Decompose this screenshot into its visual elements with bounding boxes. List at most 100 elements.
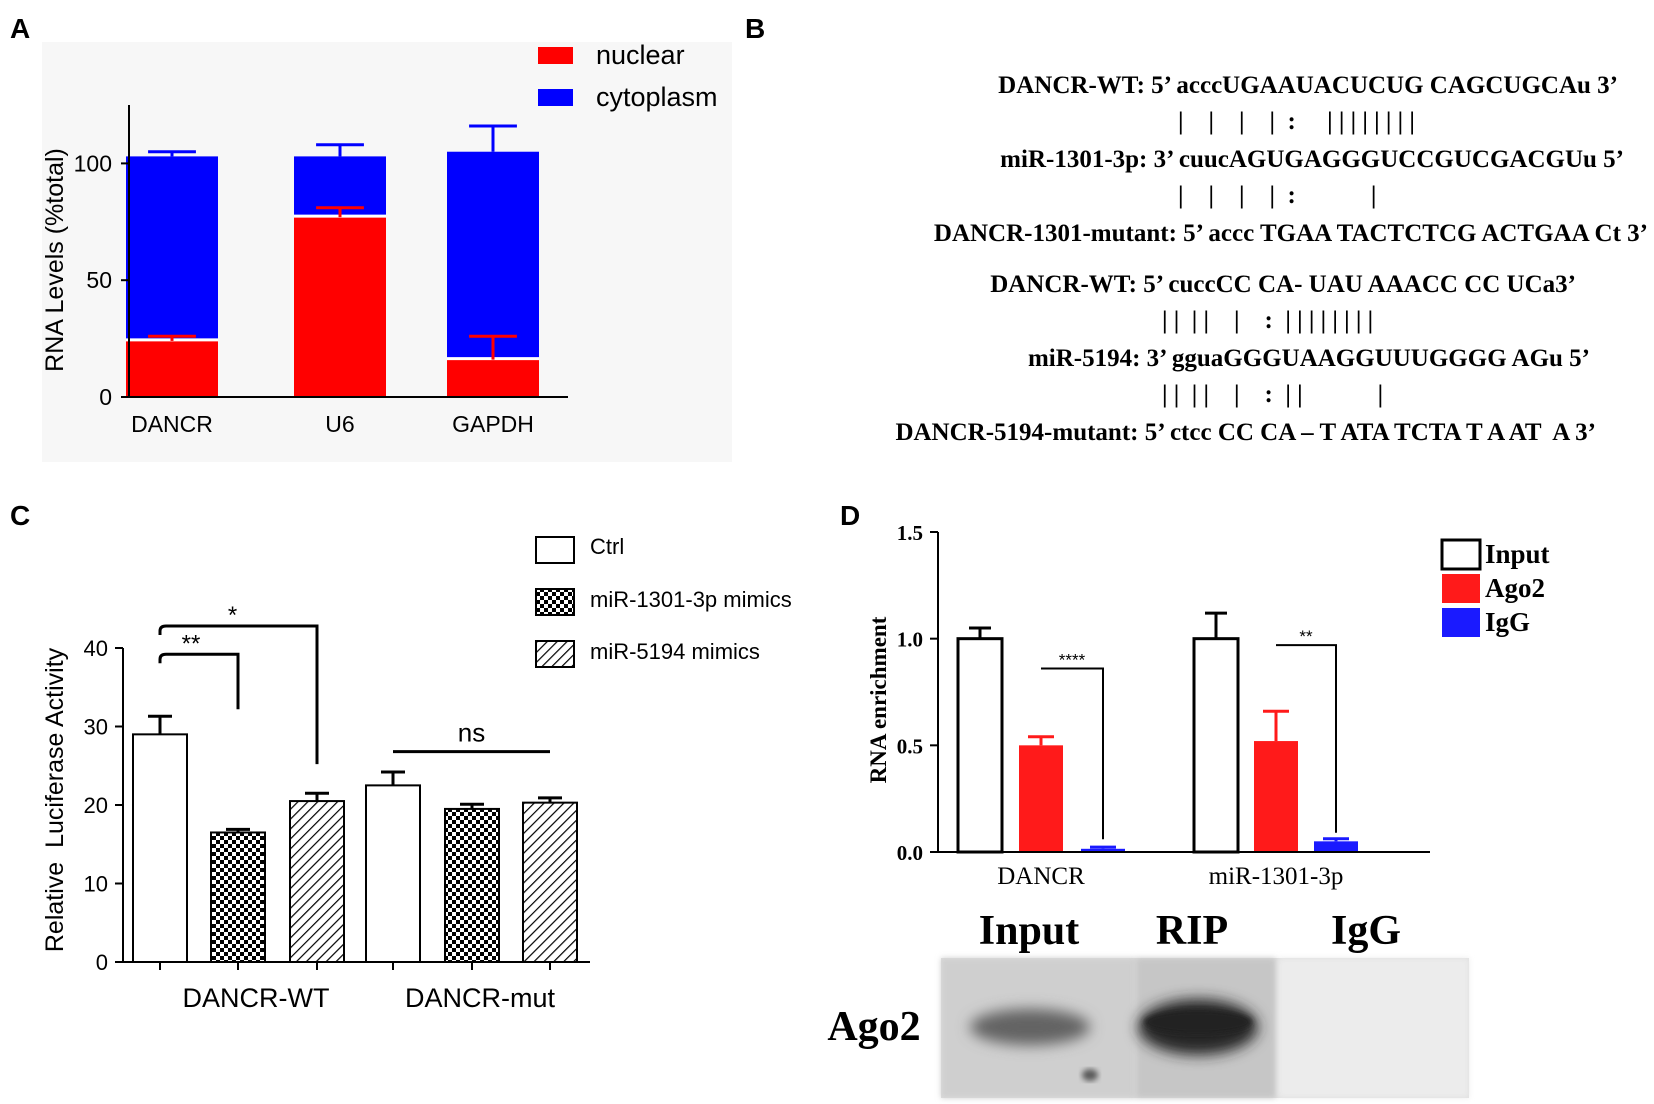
y-tick-label-1.5: 1.5 bbox=[897, 521, 923, 545]
panel-c-y-ticks: 0 10 20 30 40 bbox=[84, 636, 123, 975]
blot-bands bbox=[970, 999, 1258, 1055]
panel-a-legend-swatch-cytoplasm bbox=[538, 89, 573, 106]
bar-input-mir1301 bbox=[1192, 637, 1240, 854]
bar-nuclear-gapdh bbox=[447, 359, 539, 397]
panel-d-legend-label-input: Input bbox=[1485, 539, 1550, 569]
sig-label-1: ** bbox=[1299, 627, 1313, 646]
sig-label-0: ** bbox=[182, 630, 201, 657]
panel-a-x-label-gapdh: GAPDH bbox=[452, 411, 534, 437]
y-tick-label-50: 50 bbox=[86, 267, 112, 293]
panel-c-chart: 0 10 20 30 40 DANCR-WT DANCR-mut Relative Lu… bbox=[41, 534, 792, 1013]
panel-a-legend-swatch-nuclear bbox=[538, 47, 573, 64]
blot-band-core-1 bbox=[1144, 1010, 1252, 1034]
panel-c-group-label-mut: DANCR-mut bbox=[405, 983, 556, 1013]
panel-d-group-label-dancr: DANCR bbox=[997, 863, 1085, 890]
sig-bracket-1 bbox=[1276, 644, 1337, 833]
panel-c-bars bbox=[132, 714, 578, 964]
panel-c-legend-swatch-mir1301 bbox=[535, 588, 575, 616]
bar-mir5194-wt bbox=[289, 800, 345, 964]
sig-label-ns: ns bbox=[458, 718, 485, 748]
bar-cytoplasm-dancr bbox=[126, 156, 218, 341]
panel-c-x-ticks bbox=[159, 962, 551, 970]
bar-ctrl-mut bbox=[365, 784, 421, 963]
bar-igg-mir1301 bbox=[1314, 841, 1358, 852]
sig-label-1: * bbox=[228, 602, 237, 629]
bar-input-dancr bbox=[956, 637, 1004, 854]
seq-dancr-wt-1301: DANCR-WT: 5’ acccUGAAUACUCUG CAGCUGCAu 3… bbox=[998, 72, 1618, 99]
panel-a-chart: 0 50 100 DANCR U6 GAPDH RNA Levels (%total… bbox=[41, 40, 732, 462]
bar-nuclear-u6 bbox=[294, 217, 386, 397]
panel-d-bars bbox=[956, 611, 1358, 854]
bar-ctrl-wt bbox=[132, 733, 188, 963]
panel-label-d: D bbox=[840, 500, 860, 531]
panel-c-legend-label-mir5194: miR-5194 mimics bbox=[590, 639, 760, 664]
sig-bracket-0 bbox=[1041, 667, 1104, 840]
y-tick-label-100: 100 bbox=[74, 150, 112, 176]
blot-speck bbox=[1082, 1069, 1098, 1081]
panel-d-y-axis-title: RNA enrichment bbox=[866, 616, 891, 783]
seq-mir-1301-3p: miR-1301-3p: 3’ cuucAGUGAGGGUCCGUCGACGUu… bbox=[1000, 146, 1624, 173]
panel-c-significance: ***ns bbox=[158, 602, 550, 765]
panel-d-significance: ****** bbox=[1041, 627, 1337, 840]
y-tick-label-1.0: 1.0 bbox=[897, 628, 923, 652]
seq-dancr-5194-mutant: DANCR-5194-mutant: 5’ ctcc CC CA – T ATA… bbox=[895, 419, 1596, 446]
y-tick-label-0: 0 bbox=[96, 950, 108, 975]
seq-pairing-5194-lower: | | | | | : | | | bbox=[1162, 381, 1383, 408]
seq-dancr-1301-mutant: DANCR-1301-mutant: 5’ accc TGAA TACTCTCG… bbox=[934, 220, 1648, 247]
panel-d-y-ticks: 0.0 0.5 1.0 1.5 bbox=[897, 521, 938, 865]
panel-c-legend-swatch-mir5194 bbox=[535, 640, 575, 668]
bar-ago2-dancr bbox=[1019, 745, 1063, 852]
panel-a-y-axis-title: RNA Levels (%total) bbox=[41, 148, 69, 372]
bar-mir1301-mut bbox=[444, 807, 500, 963]
panel-a-x-label-u6: U6 bbox=[325, 411, 354, 437]
bar-ago2-mir1301 bbox=[1254, 741, 1298, 852]
panel-d-legend-swatch-ago2 bbox=[1442, 574, 1480, 603]
y-tick-label-20: 20 bbox=[84, 793, 108, 818]
panel-d-chart: 0.0 0.5 1.0 1.5 DANCR miR-1301-3p RNA enric… bbox=[866, 521, 1550, 890]
y-tick-label-10: 10 bbox=[84, 872, 108, 897]
panel-label-a: A bbox=[10, 13, 30, 44]
blot-membrane-right-light bbox=[1278, 958, 1469, 1098]
panel-label-b: B bbox=[745, 13, 765, 44]
bar-igg-dancr bbox=[1081, 848, 1125, 852]
y-tick-label-40: 40 bbox=[84, 636, 108, 661]
panel-d-legend-label-igg: IgG bbox=[1485, 607, 1530, 637]
panel-a-legend-label-nuclear: nuclear bbox=[596, 40, 685, 70]
bar-cytoplasm-gapdh bbox=[447, 151, 539, 360]
panel-a-y-ticks: 0 50 100 bbox=[74, 150, 129, 410]
panel-a-bars bbox=[126, 124, 539, 397]
seq-pairing-1301-lower: | | | | : | bbox=[1178, 182, 1376, 209]
panel-c-legend-swatch-ctrl bbox=[535, 536, 575, 564]
blot-row-label-ago2: Ago2 bbox=[827, 1004, 920, 1050]
seq-mir-5194: miR-5194: 3’ gguaGGGUAAGGUUUGGGG AGu 5’ bbox=[1028, 345, 1590, 372]
panel-c-y-axis-title: Relative Luciferase Activity bbox=[41, 647, 69, 952]
y-tick-label-0: 0 bbox=[99, 384, 112, 410]
seq-dancr-wt-5194: DANCR-WT: 5’ cuccCC CA- UAU AAACC CC UCa… bbox=[990, 271, 1576, 298]
panel-d-legend-label-ago2: Ago2 bbox=[1485, 573, 1545, 603]
panel-d-group-label-mir1301: miR-1301-3p bbox=[1209, 863, 1344, 890]
bar-mir5194-mut bbox=[522, 801, 578, 964]
y-tick-label-0.0: 0.0 bbox=[897, 841, 923, 865]
bar-mir1301-wt bbox=[210, 831, 266, 963]
panel-c-legend-label-ctrl: Ctrl bbox=[590, 534, 624, 559]
panel-b-alignments: DANCR-WT: 5’ acccUGAAUACUCUG CAGCUGCAu 3… bbox=[895, 72, 1648, 446]
panel-c-group-label-wt: DANCR-WT bbox=[183, 983, 330, 1013]
seq-pairing-1301-upper: | | | | : | | | | | | | | bbox=[1178, 108, 1415, 135]
sig-label-0: **** bbox=[1059, 651, 1086, 670]
panel-label-c: C bbox=[10, 500, 30, 531]
blot-band-0 bbox=[970, 1008, 1090, 1046]
blot-column-label-rip: RIP bbox=[1156, 908, 1228, 954]
seq-pairing-5194-upper: | | | | | : | | | | | | | | bbox=[1162, 307, 1373, 334]
panel-a-legend-label-cytoplasm: cytoplasm bbox=[596, 82, 718, 112]
panel-a-x-label-dancr: DANCR bbox=[131, 411, 213, 437]
sig-bracket-1 bbox=[158, 624, 319, 765]
western-blot: Input RIP IgG Ago2 bbox=[827, 908, 1469, 1098]
bar-nuclear-dancr bbox=[126, 340, 218, 397]
blot-column-label-input: Input bbox=[979, 908, 1079, 954]
panel-d-legend-swatch-input bbox=[1440, 538, 1482, 571]
blot-column-label-igg: IgG bbox=[1331, 908, 1401, 954]
y-tick-label-0.5: 0.5 bbox=[897, 734, 923, 758]
panel-d-legend-swatch-igg bbox=[1442, 608, 1480, 637]
sig-bracket-0 bbox=[158, 652, 240, 710]
panel-c-legend-label-mir1301: miR-1301-3p mimics bbox=[590, 587, 792, 612]
